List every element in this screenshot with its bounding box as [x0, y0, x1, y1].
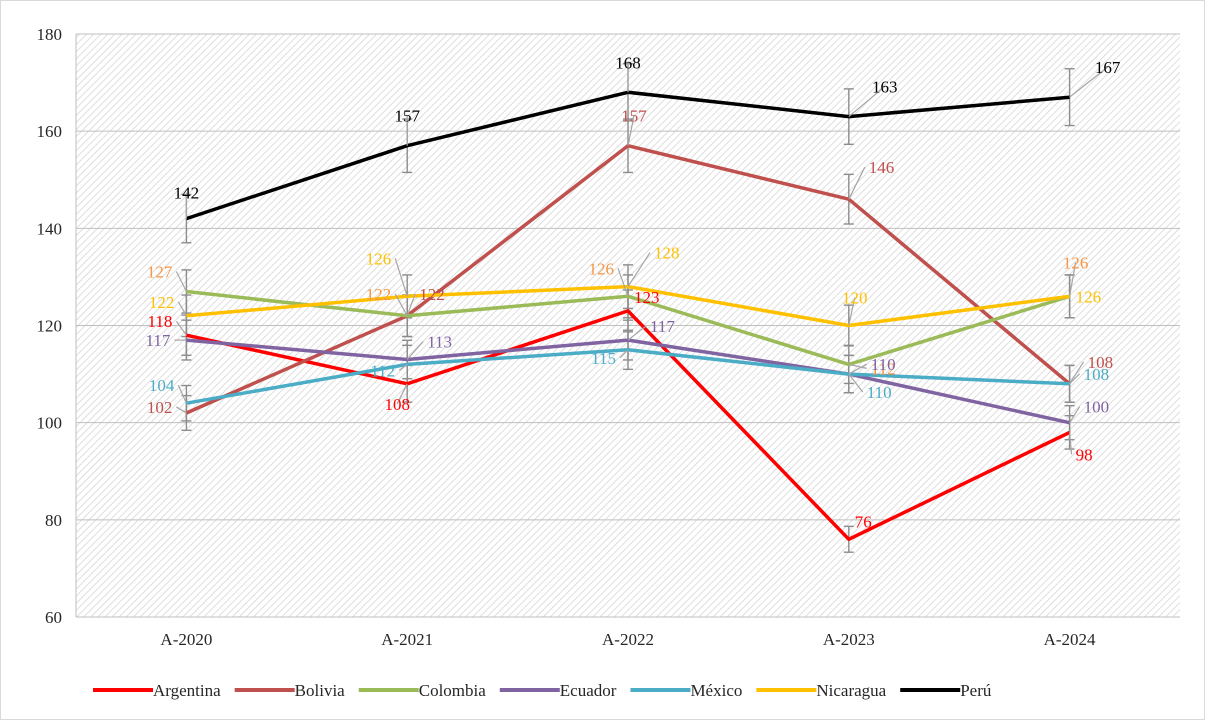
x-axis: A-2020 A-2021 A-2022 A-2023 A-2024 [76, 616, 1180, 649]
leader-line [619, 349, 629, 359]
leader-line [394, 293, 408, 317]
leader-line [627, 252, 651, 287]
data-labels: 118 108 123 76 98 102 122 157 146 108 127 122 126 112… [146, 53, 1121, 531]
data-label-argentina: 76 [855, 512, 872, 531]
legend-label-ecuador: Ecuador [560, 681, 617, 700]
data-label-ecuador: 100 [1084, 398, 1110, 417]
leader-line [1069, 361, 1085, 385]
leader-line [627, 325, 647, 341]
data-label-colombia: 126 [1063, 253, 1089, 272]
y-tick-label: 160 [37, 122, 63, 141]
data-label-ecuador: 117 [650, 317, 675, 336]
data-label-perú: 167 [1095, 58, 1121, 77]
leader-line [848, 166, 866, 200]
x-tick-label: A-2021 [381, 630, 433, 649]
data-label-perú: 168 [615, 53, 641, 72]
data-label-argentina: 98 [1076, 445, 1093, 464]
data-label-nicaragua: 120 [842, 289, 868, 308]
y-tick-label: 120 [37, 317, 63, 336]
leader-line [848, 86, 886, 118]
y-axis: 60 80 100 120 140 160 180 [37, 25, 77, 627]
data-label-perú: 142 [174, 184, 200, 203]
y-tick-label: 60 [45, 608, 62, 627]
data-label-colombia: 112 [871, 359, 896, 378]
data-label-colombia: 122 [366, 285, 392, 304]
leader-line [394, 258, 408, 297]
legend-label-colombia: Colombia [419, 681, 487, 700]
leader-line [1069, 66, 1108, 98]
data-label-bolivia: 122 [419, 285, 445, 304]
data-label-nicaragua: 126 [1076, 287, 1102, 306]
y-tick-label: 80 [45, 511, 62, 530]
data-label-colombia: 127 [147, 262, 173, 281]
series-line-argentina [186, 309, 1071, 542]
leader-line [175, 320, 187, 336]
leader-line [627, 115, 635, 146]
leader-line [848, 363, 867, 369]
leader-line [848, 363, 868, 375]
y-tick-label: 140 [37, 219, 63, 238]
x-tick-label: A-2023 [823, 630, 875, 649]
data-label-bolivia: 108 [1088, 353, 1114, 372]
data-label-méxico: 115 [591, 349, 616, 368]
leader-line [177, 384, 187, 404]
legend-label-méxico: México [690, 681, 742, 700]
y-tick-label: 180 [37, 25, 63, 44]
data-label-bolivia: 102 [147, 398, 173, 417]
x-tick-label: A-2024 [1044, 630, 1096, 649]
data-label-argentina: 123 [634, 288, 660, 307]
data-label-ecuador: 110 [871, 355, 896, 374]
data-label-argentina: 118 [148, 312, 173, 331]
leader-line [1069, 406, 1081, 423]
data-label-bolivia: 157 [621, 107, 647, 126]
data-label-perú: 157 [394, 107, 420, 126]
leader-line [848, 297, 856, 326]
data-label-colombia: 126 [589, 259, 615, 278]
x-tick-label: A-2022 [602, 630, 654, 649]
leader-line [617, 268, 629, 297]
leader-line [1069, 373, 1081, 385]
data-label-méxico: 112 [370, 361, 395, 380]
data-label-ecuador: 117 [146, 331, 171, 350]
leader-line [848, 373, 864, 393]
legend: Argentina Bolivia Colombia Ecuador México Nic… [93, 681, 992, 700]
leader-line [1069, 432, 1073, 455]
leader-line [175, 271, 187, 292]
series-line-ecuador [186, 338, 1070, 425]
data-label-nicaragua: 128 [654, 244, 680, 263]
data-label-nicaragua: 122 [149, 293, 175, 312]
y-tick-label: 100 [37, 414, 63, 433]
legend-label-nicaragua: Nicaragua [816, 681, 886, 700]
leader-line [1069, 262, 1077, 297]
data-label-argentina: 108 [384, 395, 410, 414]
data-label-bolivia: 146 [869, 158, 895, 177]
leader-line [406, 293, 416, 316]
legend-label-argentina: Argentina [153, 681, 221, 700]
data-label-perú: 163 [872, 78, 898, 97]
data-label-ecuador: 113 [427, 333, 452, 352]
legend-label-bolivia: Bolivia [295, 681, 346, 700]
data-label-nicaragua: 126 [366, 249, 392, 268]
x-tick-label: A-2020 [160, 630, 212, 649]
leader-line [396, 383, 408, 405]
leader-lines [174, 62, 1108, 455]
data-label-méxico: 110 [867, 383, 892, 402]
data-label-méxico: 104 [149, 376, 175, 395]
legend-label-perú: Perú [960, 681, 992, 700]
data-label-méxico: 108 [1084, 365, 1110, 384]
leader-line [406, 341, 424, 360]
leader-line [176, 406, 187, 414]
leader-line [398, 363, 408, 371]
leader-line [177, 301, 187, 317]
